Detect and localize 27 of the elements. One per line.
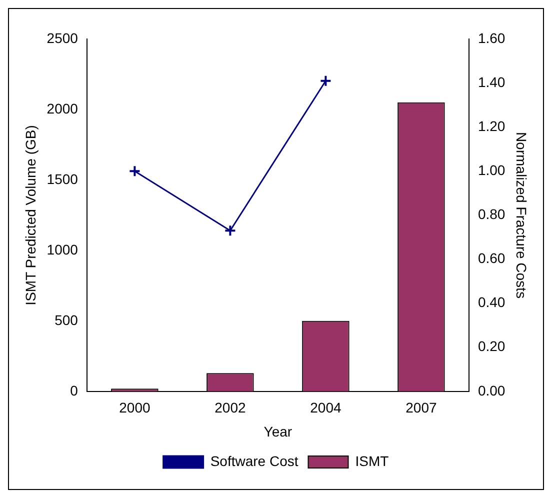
x-tick-label: 2002 [214,400,246,416]
y-tick-label: 500 [54,312,78,328]
point [224,224,236,237]
y-tick-label: 1500 [46,170,78,187]
y-tick-label: 2000 [46,100,78,116]
y2-tick-label: 0.40 [478,294,506,310]
point [128,165,141,178]
y-axis-title: ISMT Predicted Volume (GB) [22,125,38,306]
y-tick-label: 0 [70,382,78,398]
y-tick-label: 2500 [46,30,78,46]
y-tick-label: 1000 [46,241,78,258]
legend-label: Software Cost [210,452,298,469]
legend-label: ISMT [355,452,390,469]
y2-tick-label: 0.00 [478,382,506,398]
y2-tick-label: 1.40 [478,74,506,90]
y2-tick-label: 0.20 [478,338,506,354]
y2-axis-title: Normalized Fracture Costs [514,132,530,298]
y2-tick-label: 0.60 [478,250,506,266]
y2-tick-label: 1.60 [478,30,506,46]
x-tick-label: 2004 [310,400,342,416]
y2-tick-label: 1.00 [478,162,506,178]
y2-tick-label: 0.80 [478,206,506,222]
point [320,74,332,87]
x-axis-title: Year [264,423,292,440]
x-tick-label: 2000 [119,400,150,416]
x-tick-label: 2007 [406,400,437,416]
y2-tick-label: 1.20 [478,118,506,134]
